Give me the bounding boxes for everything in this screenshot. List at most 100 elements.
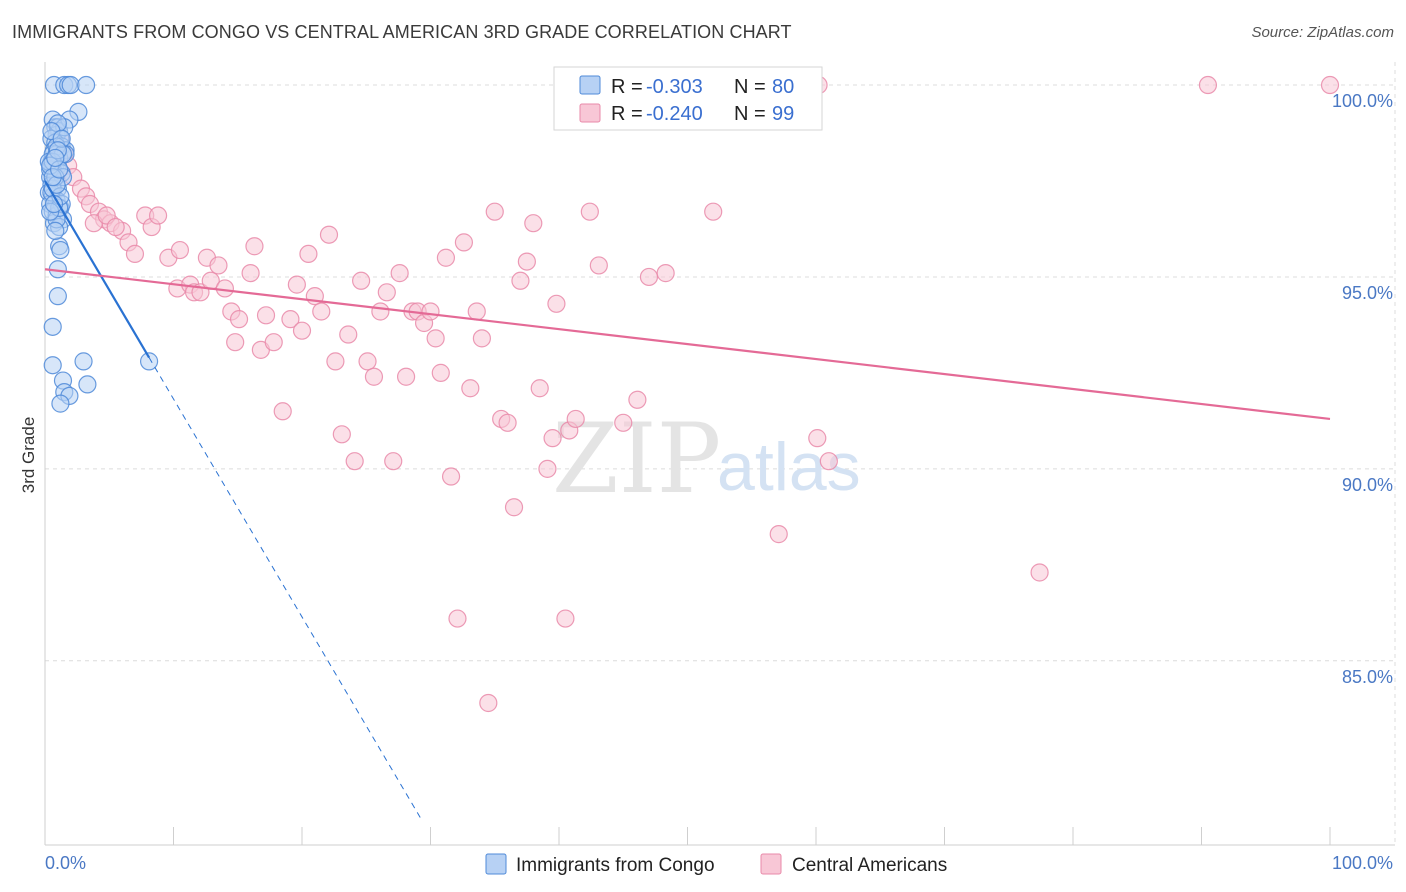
trend-lines — [44, 180, 1331, 818]
point-central-81 — [524, 214, 543, 233]
point-central-92 — [628, 390, 647, 409]
y-tick-labels: 85.0% 90.0% 95.0% 100.0% — [1332, 91, 1393, 687]
point-congo-48 — [139, 352, 159, 371]
point-central-69 — [448, 609, 467, 628]
point-central-55 — [364, 367, 384, 386]
point-congo-4 — [77, 75, 96, 95]
bottom-legend-label-central: Central Americans — [792, 855, 947, 876]
data-points — [39, 75, 1340, 713]
point-central-19 — [106, 217, 125, 237]
point-congo-79 — [46, 148, 65, 168]
point-central-80 — [517, 252, 536, 271]
point-central-85 — [547, 294, 566, 313]
point-central-88 — [566, 409, 585, 429]
point-central-68 — [441, 467, 461, 486]
watermark-atlas: atlas — [717, 429, 861, 505]
point-central-96 — [769, 525, 788, 544]
point-central-41 — [273, 402, 292, 421]
point-congo-47 — [74, 352, 93, 371]
bottom-legend-label-congo: Immigrants from Congo — [516, 855, 715, 876]
point-central-83 — [538, 459, 557, 478]
point-central-89 — [580, 202, 599, 221]
series-legend: Immigrants from Congo Central Americans — [485, 853, 947, 876]
point-central-40 — [264, 333, 283, 352]
point-central-86 — [556, 609, 575, 628]
legend-r-value-congo: -0.303 — [646, 76, 703, 98]
bottom-legend-swatch-central — [760, 853, 782, 875]
source-label: Source: ZipAtlas.com — [1251, 24, 1394, 41]
point-central-75 — [485, 202, 504, 221]
legend-r-value-central: -0.240 — [646, 103, 703, 125]
point-central-16 — [125, 244, 145, 264]
point-congo-53 — [51, 394, 70, 413]
point-central-25 — [170, 240, 190, 260]
point-central-52 — [345, 452, 364, 471]
point-congo-54 — [51, 240, 70, 260]
point-central-91 — [614, 413, 633, 432]
legend-swatch-central — [579, 103, 601, 123]
legend-swatch-congo — [579, 75, 601, 95]
point-congo-44 — [48, 287, 67, 306]
point-central-82 — [530, 379, 549, 398]
chart-title: IMMIGRANTS FROM CONGO VS CENTRAL AMERICA… — [12, 22, 792, 42]
point-central-67 — [436, 248, 456, 267]
point-central-58 — [384, 452, 403, 471]
point-central-71 — [461, 379, 480, 398]
x-tick-label-0: 0.0% — [45, 853, 86, 873]
point-central-39 — [256, 306, 276, 325]
point-central-97 — [808, 429, 827, 448]
legend-r-label-central: R = — [611, 103, 643, 125]
point-central-77 — [498, 413, 517, 432]
legend-n-label-central: N = — [734, 103, 766, 125]
y-tick-label-85: 85.0% — [1342, 667, 1393, 687]
point-central-78 — [504, 498, 524, 517]
point-central-49 — [326, 352, 345, 371]
point-central-95 — [704, 202, 723, 221]
point-central-59 — [390, 264, 409, 283]
point-central-44 — [292, 321, 312, 340]
legend-r-label-congo: R = — [611, 76, 643, 98]
point-congo-3 — [61, 75, 80, 95]
point-central-84 — [543, 429, 562, 448]
point-central-42 — [281, 310, 300, 329]
point-congo-69 — [46, 221, 65, 240]
point-central-35 — [229, 310, 249, 329]
y-tick-label-90: 90.0% — [1342, 475, 1393, 495]
point-central-34 — [226, 333, 245, 352]
point-central-66 — [431, 363, 450, 382]
point-central-37 — [245, 237, 264, 256]
point-congo-45 — [43, 317, 62, 336]
y-axis-title: 3rd Grade — [19, 417, 38, 494]
point-central-64 — [421, 302, 440, 321]
point-central-48 — [319, 225, 339, 244]
point-central-2 — [1198, 75, 1218, 95]
point-central-47 — [312, 302, 331, 321]
trend-line-congo-extension — [148, 357, 421, 818]
point-central-45 — [299, 244, 318, 264]
point-central-3 — [1320, 75, 1340, 95]
point-central-65 — [426, 329, 445, 348]
point-central-57 — [377, 283, 396, 302]
point-central-60 — [396, 367, 416, 386]
point-central-72 — [467, 302, 486, 321]
x-tick-labels: 0.0% 100.0% — [45, 853, 1393, 873]
point-central-73 — [472, 329, 491, 348]
point-central-93 — [639, 267, 659, 287]
point-central-53 — [352, 271, 371, 290]
point-central-90 — [589, 256, 608, 275]
axes — [44, 62, 1395, 846]
point-central-94 — [656, 264, 675, 283]
point-central-36 — [241, 264, 260, 283]
legend-n-label-congo: N = — [734, 76, 766, 98]
point-congo-50 — [78, 375, 97, 394]
correlation-legend: R = -0.303 N = 80 R = -0.240 N = 99 — [553, 66, 823, 131]
point-central-79 — [511, 271, 530, 290]
point-congo-46 — [43, 356, 62, 375]
point-central-99 — [1030, 563, 1049, 582]
point-central-50 — [332, 425, 351, 444]
point-central-22 — [148, 206, 168, 225]
point-central-56 — [371, 302, 390, 321]
trend-line-central — [44, 268, 1331, 421]
point-central-54 — [358, 352, 377, 371]
